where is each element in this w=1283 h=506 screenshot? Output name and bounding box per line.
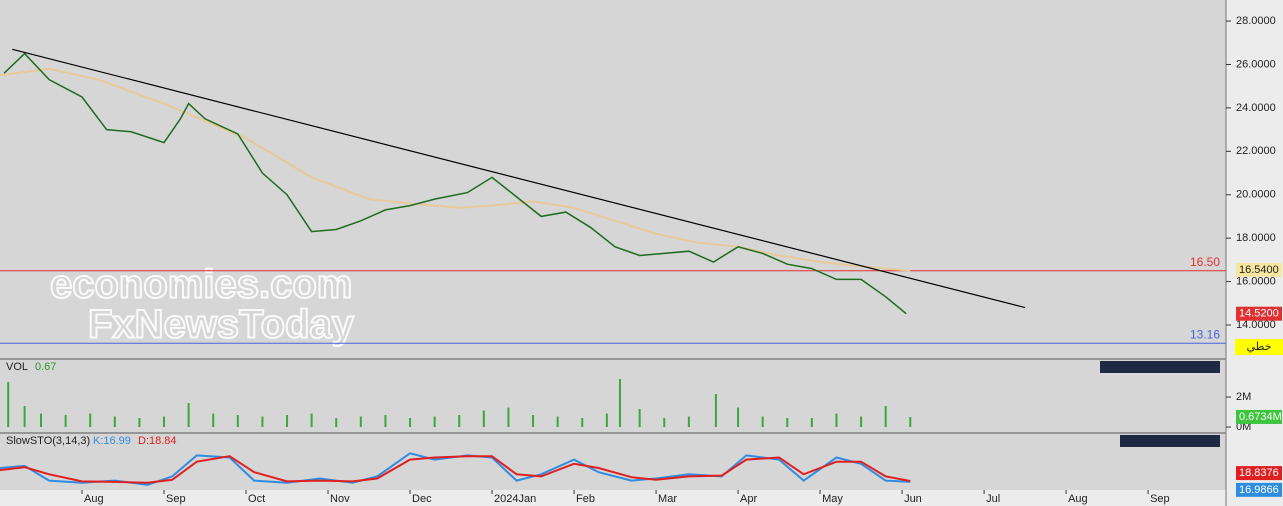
volume-bar	[860, 416, 863, 428]
axis-area	[1226, 0, 1283, 506]
x-tick-label: May	[822, 493, 843, 505]
volume-bar	[507, 407, 510, 428]
sto-title: SlowSTO(3,14,3)	[6, 435, 90, 447]
x-tick-label: Mar	[658, 493, 677, 505]
trendline	[12, 48, 1026, 309]
watermark: FxNewsToday	[88, 303, 355, 347]
vol-last-box	[1236, 409, 1282, 424]
panel-toolbar[interactable]	[1100, 361, 1220, 373]
volume-bar	[64, 415, 67, 428]
volume-bar	[212, 413, 215, 428]
volume-bar	[433, 416, 436, 428]
volume-bar	[482, 410, 485, 428]
volume-bar	[737, 407, 740, 428]
y-tick-label: 24.0000	[1236, 102, 1276, 114]
volume-bar	[556, 416, 559, 428]
x-tick-label: Jul	[986, 493, 1000, 505]
volume-bar	[7, 382, 10, 428]
volume-bar	[187, 403, 190, 428]
volume-bar	[89, 413, 92, 428]
volume-bar	[113, 416, 116, 428]
volume-bar	[23, 406, 26, 428]
volume-bar	[138, 418, 141, 428]
ma-value: 16.5400	[1239, 264, 1279, 276]
volume-bar	[532, 415, 535, 428]
x-tick-label: Oct	[248, 493, 265, 505]
moving-average	[0, 67, 911, 272]
volume-bar	[687, 416, 690, 428]
x-tick-label: Apr	[740, 493, 757, 505]
badge: خطي	[1247, 341, 1272, 353]
current-price-box	[1236, 306, 1282, 321]
vol-last: 0.6734M	[1239, 411, 1282, 423]
y-tick-label: 16.0000	[1236, 275, 1276, 287]
y-tick-label: 26.0000	[1236, 58, 1276, 70]
x-tick-label: Jun	[904, 493, 922, 505]
x-tick-label: 2024Jan	[494, 493, 536, 505]
y-tick-label: 14.0000	[1236, 319, 1276, 331]
sto-last: 18.8376	[1239, 467, 1279, 479]
volume-bar	[458, 415, 461, 428]
volume-bar	[835, 413, 838, 428]
volume-bar	[581, 418, 584, 428]
current-price: 14.5200	[1239, 308, 1279, 320]
stochastic-line	[0, 455, 911, 484]
vol-value: 0.67	[35, 361, 56, 373]
price-line	[3, 52, 907, 315]
y-tick-label: 0M	[1236, 421, 1251, 433]
x-axis-area	[0, 490, 1226, 506]
y-tick-label: 28.0000	[1236, 15, 1276, 27]
x-tick-label: Sep	[166, 493, 186, 505]
level-label: 13.16	[1190, 327, 1220, 341]
volume-bar	[261, 416, 264, 428]
volume-bar	[384, 415, 387, 428]
y-tick-label: 22.0000	[1236, 145, 1276, 157]
volume-bar	[359, 416, 362, 428]
volume-bar	[884, 406, 887, 428]
sto-last-box	[1236, 466, 1282, 481]
volume-bar	[236, 415, 239, 428]
y-tick-label: 2M	[1236, 391, 1251, 403]
level-label: 16.50	[1190, 255, 1220, 269]
panel-toolbar[interactable]	[1120, 435, 1220, 447]
volume-bar	[618, 379, 621, 428]
volume-bar	[786, 418, 789, 428]
y-tick-label: 20.0000	[1236, 189, 1276, 201]
volume-bar	[163, 416, 166, 428]
watermark: economies.com	[50, 263, 352, 307]
volume-bar	[335, 418, 338, 428]
x-tick-label: Sep	[1150, 493, 1170, 505]
x-tick-label: Feb	[576, 493, 595, 505]
volume-bar	[286, 415, 289, 428]
badge-box	[1235, 339, 1283, 355]
x-tick-label: Aug	[84, 493, 104, 505]
volume-bar	[810, 418, 813, 428]
volume-bar	[761, 416, 764, 428]
sto-d-label: D:18.84	[138, 435, 177, 447]
vol-title: VOL	[6, 361, 28, 373]
volume-bar	[40, 413, 43, 428]
y-tick-label: 18.0000	[1236, 232, 1276, 244]
volume-bar	[663, 418, 666, 428]
sto-last: 16.9866	[1239, 484, 1279, 496]
volume-bar	[605, 413, 608, 428]
volume-bar	[909, 417, 912, 428]
volume-bar	[409, 418, 412, 428]
x-tick-label: Aug	[1068, 493, 1088, 505]
volume-bar	[310, 413, 313, 428]
volume-bar	[638, 409, 641, 428]
volume-bar	[714, 394, 717, 428]
sto-last-box	[1236, 482, 1282, 497]
sto-k-label: K:16.99	[93, 435, 131, 447]
x-tick-label: Nov	[330, 493, 350, 505]
x-tick-label: Dec	[412, 493, 432, 505]
ma-value-box	[1236, 262, 1282, 277]
